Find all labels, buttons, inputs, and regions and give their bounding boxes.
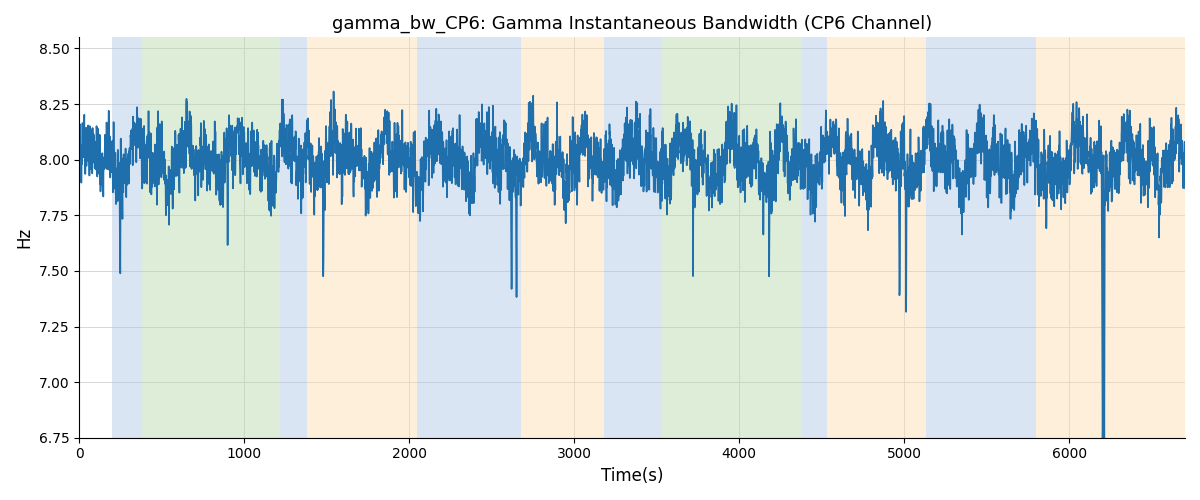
Bar <box>142 38 281 438</box>
Bar <box>112 38 142 438</box>
Bar <box>802 38 827 438</box>
Bar <box>690 38 802 438</box>
Y-axis label: Hz: Hz <box>14 227 32 248</box>
Title: gamma_bw_CP6: Gamma Instantaneous Bandwidth (CP6 Channel): gamma_bw_CP6: Gamma Instantaneous Bandwi… <box>332 15 932 34</box>
Bar <box>418 38 522 438</box>
Bar <box>522 38 604 438</box>
Bar <box>1064 38 1184 438</box>
Bar <box>827 38 926 438</box>
Bar <box>281 38 307 438</box>
Bar <box>604 38 661 438</box>
X-axis label: Time(s): Time(s) <box>601 467 664 485</box>
Bar <box>661 38 690 438</box>
Bar <box>307 38 418 438</box>
Bar <box>926 38 1037 438</box>
Bar <box>1037 38 1064 438</box>
